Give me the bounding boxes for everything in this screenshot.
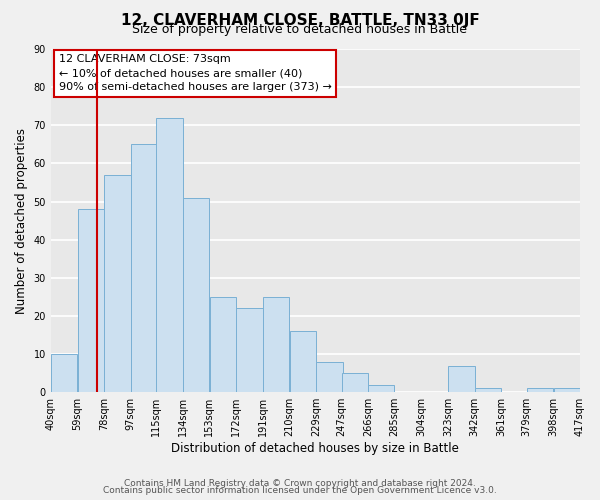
- Bar: [209, 297, 236, 392]
- Bar: [368, 384, 394, 392]
- Bar: [263, 297, 289, 392]
- Bar: [448, 366, 475, 392]
- X-axis label: Distribution of detached houses by size in Battle: Distribution of detached houses by size …: [172, 442, 460, 455]
- Bar: [341, 373, 368, 392]
- Text: 12, CLAVERHAM CLOSE, BATTLE, TN33 0JF: 12, CLAVERHAM CLOSE, BATTLE, TN33 0JF: [121, 12, 479, 28]
- Bar: [554, 388, 580, 392]
- Text: Contains HM Land Registry data © Crown copyright and database right 2024.: Contains HM Land Registry data © Crown c…: [124, 478, 476, 488]
- Text: Size of property relative to detached houses in Battle: Size of property relative to detached ho…: [133, 22, 467, 36]
- Y-axis label: Number of detached properties: Number of detached properties: [15, 128, 28, 314]
- Bar: [156, 118, 182, 392]
- Bar: [236, 308, 263, 392]
- Bar: [475, 388, 501, 392]
- Bar: [51, 354, 77, 392]
- Bar: [131, 144, 157, 392]
- Bar: [77, 209, 104, 392]
- Bar: [183, 198, 209, 392]
- Bar: [527, 388, 553, 392]
- Bar: [104, 175, 131, 392]
- Bar: [316, 362, 343, 392]
- Bar: [290, 331, 316, 392]
- Text: 12 CLAVERHAM CLOSE: 73sqm
← 10% of detached houses are smaller (40)
90% of semi-: 12 CLAVERHAM CLOSE: 73sqm ← 10% of detac…: [59, 54, 332, 92]
- Text: Contains public sector information licensed under the Open Government Licence v3: Contains public sector information licen…: [103, 486, 497, 495]
